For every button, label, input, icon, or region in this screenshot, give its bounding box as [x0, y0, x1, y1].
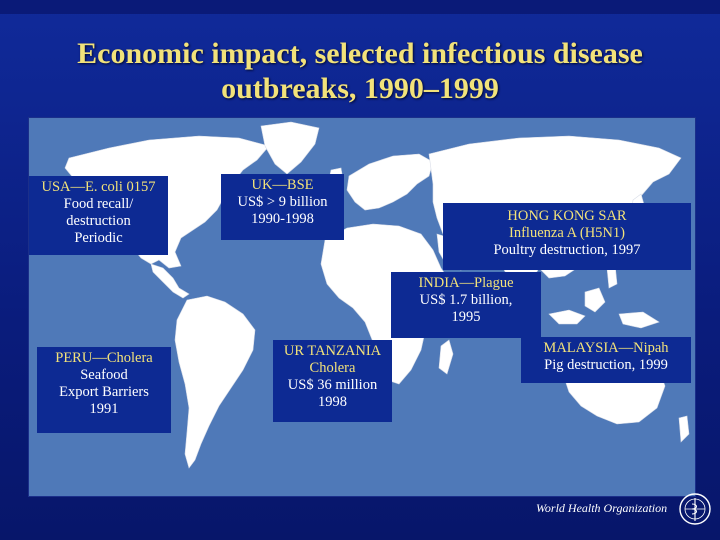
- outbreak-heading: INDIA—Plague: [418, 275, 514, 291]
- outbreak-detail: US$ 36 million: [287, 377, 378, 393]
- outbreak-box-india: INDIA—Plague US$ 1.7 billion, 1995: [391, 272, 541, 338]
- central-america-landmass: [150, 263, 190, 299]
- outbreak-heading: PERU—Cholera: [55, 350, 153, 366]
- outbreak-detail: Poultry destruction, 1997: [493, 242, 641, 258]
- outbreak-detail: US$ 1.7 billion,: [419, 292, 513, 308]
- world-map-svg: [64, 121, 690, 469]
- outbreak-box-tanzania: UR TANZANIA Cholera US$ 36 million 1998: [273, 340, 392, 422]
- organization-name: World Health Organization: [536, 501, 668, 515]
- outbreak-detail: Pig destruction, 1999: [544, 357, 668, 373]
- outbreak-detail: 1990-1998: [251, 211, 314, 227]
- title-line-1: Economic impact, selected infectious dis…: [77, 37, 643, 70]
- who-emblem-icon: [678, 492, 712, 526]
- outbreak-detail: destruction: [66, 213, 131, 229]
- top-bar: [0, 0, 720, 14]
- outbreak-detail: 1995: [451, 309, 481, 325]
- new-guinea-landmass: [618, 311, 660, 329]
- outbreak-detail: 1998: [318, 394, 347, 410]
- indonesia-landmass: [548, 309, 586, 325]
- south-america-landmass: [174, 295, 256, 469]
- madagascar-landmass: [438, 339, 454, 375]
- outbreak-detail: Food recall/: [63, 196, 134, 212]
- borneo-landmass: [584, 287, 606, 313]
- outbreak-detail: Influenza A (H5N1): [509, 225, 625, 241]
- africa-landmass: [320, 223, 450, 385]
- outbreak-detail: Periodic: [74, 230, 123, 246]
- outbreak-box-hong-kong: HONG KONG SAR Influenza A (H5N1) Poultry…: [443, 203, 691, 270]
- world-map: [29, 118, 695, 496]
- europe-landmass: [346, 153, 434, 211]
- outbreak-heading: UK—BSE: [251, 177, 314, 193]
- outbreak-heading: MALAYSIA—Nipah: [543, 340, 669, 356]
- outbreak-heading: UR TANZANIA: [283, 343, 382, 359]
- slide-title: Economic impact, selected infectious dis…: [20, 36, 700, 106]
- new-zealand-landmass: [678, 415, 690, 443]
- outbreak-detail: 1991: [89, 401, 119, 417]
- outbreak-detail: Export Barriers: [59, 384, 149, 400]
- outbreak-box-peru: PERU—Cholera Seafood Export Barriers 199…: [37, 347, 171, 433]
- title-line-2: outbreaks, 1990–1999: [221, 72, 499, 105]
- outbreak-heading: HONG KONG SAR: [507, 208, 627, 224]
- outbreak-box-malaysia: MALAYSIA—Nipah Pig destruction, 1999: [521, 337, 691, 383]
- outbreak-detail: Cholera: [309, 360, 356, 376]
- outbreak-box-uk: UK—BSE US$ > 9 billion 1990-1998: [221, 174, 344, 240]
- outbreak-detail: Seafood: [80, 367, 128, 383]
- outbreak-heading: USA—E. coli 0157: [41, 179, 156, 195]
- outbreak-detail: US$ > 9 billion: [237, 194, 328, 210]
- outbreak-box-usa: USA—E. coli 0157 Food recall/ destructio…: [29, 176, 168, 255]
- greenland-landmass: [260, 121, 320, 175]
